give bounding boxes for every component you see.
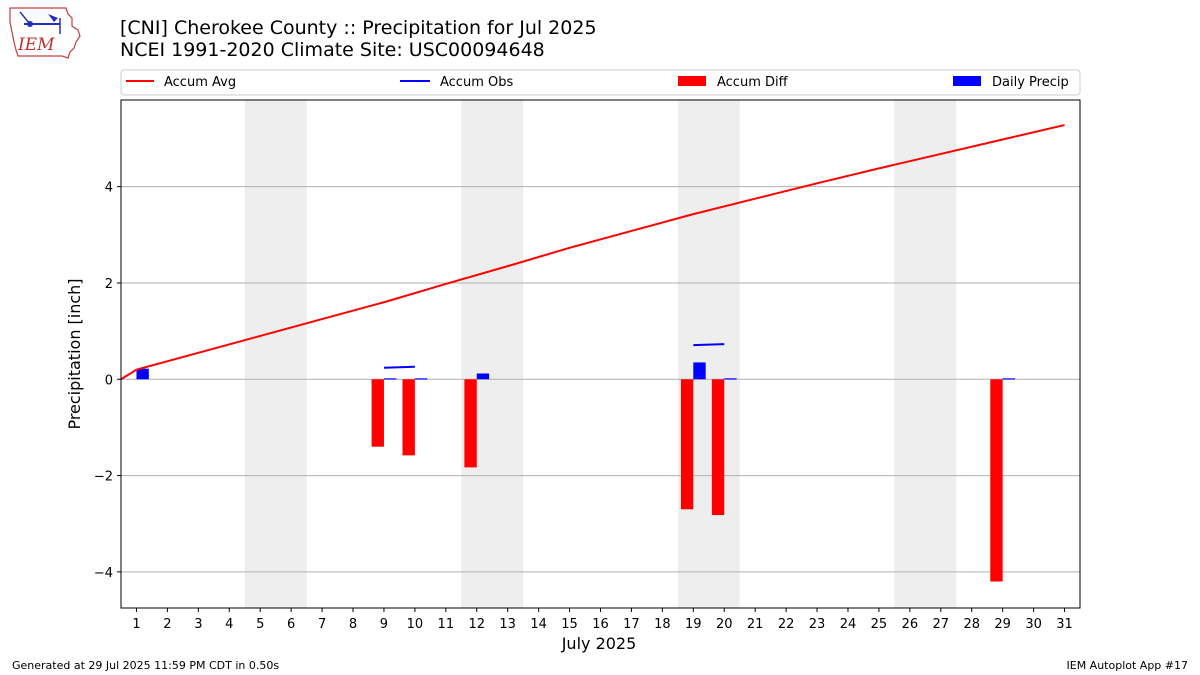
accum-obs-line (693, 343, 725, 347)
y-axis-label: Precipitation [inch] (65, 278, 84, 429)
x-tick-label: 21 (747, 617, 764, 632)
x-tick-label: 3 (194, 617, 202, 632)
logo-text: IEM (17, 35, 55, 55)
x-tick-label: 9 (380, 617, 388, 632)
legend-swatch-accum-diff (678, 76, 706, 86)
weekend-band-1 (244, 100, 307, 608)
x-tick-label: 25 (871, 617, 888, 632)
weekend-band-4 (894, 100, 957, 608)
accum-diff-bar (680, 379, 694, 510)
x-tick-label: 16 (592, 617, 609, 632)
daily-precip-bar (136, 368, 149, 380)
accum-diff-bar (990, 379, 1003, 582)
x-tick-label: 1 (132, 617, 140, 632)
x-tick-label: 27 (933, 617, 950, 632)
x-tick-label: 15 (561, 617, 578, 632)
title-line-2: NCEI 1991-2020 Climate Site: USC00094648 (120, 39, 545, 61)
daily-precip-bar (724, 378, 737, 380)
accum-diff-bar (711, 379, 725, 516)
y-tick-label: −4 (94, 566, 113, 581)
x-tick-label: 24 (840, 617, 857, 632)
x-tick-label: 6 (287, 617, 295, 632)
title-line-1: [CNI] Cherokee County :: Precipitation f… (120, 17, 597, 39)
daily-precip-bar (414, 378, 428, 380)
x-tick-label: 26 (902, 617, 919, 632)
legend-label-daily-precip: Daily Precip (992, 75, 1069, 90)
chart-title: [CNI] Cherokee County :: Precipitation f… (120, 17, 597, 61)
weekend-band-2 (461, 100, 524, 608)
y-tick-label: 4 (105, 181, 113, 196)
daily-precip-bar (383, 378, 397, 380)
x-tick-label: 4 (225, 617, 233, 632)
legend-label-accum-diff: Accum Diff (717, 75, 789, 90)
x-axis-label: July 2025 (561, 634, 637, 653)
x-tick-label: 23 (809, 617, 826, 632)
weekend-band-3 (677, 100, 740, 608)
iem-logo: IEM (9, 7, 81, 59)
x-tick-label: 31 (1056, 617, 1073, 632)
x-tick-label: 18 (654, 617, 671, 632)
accum-diff-bar (402, 379, 415, 456)
accum-avg-line (120, 124, 1065, 381)
x-tick-label: 28 (963, 617, 980, 632)
x-tick-label: 22 (778, 617, 795, 632)
x-tick-label: 17 (623, 617, 640, 632)
x-tick-label: 29 (994, 617, 1011, 632)
daily-precip-bar (693, 362, 706, 380)
x-tick-label: 7 (318, 617, 326, 632)
accum-diff-bar (464, 379, 477, 468)
generated-timestamp: Generated at 29 Jul 2025 11:59 PM CDT in… (12, 659, 280, 672)
y-tick-label: 0 (105, 373, 113, 388)
x-tick-label: 5 (256, 617, 264, 632)
autoplot-app-id: IEM Autoplot App #17 (1066, 659, 1189, 672)
legend-label-accum-avg: Accum Avg (164, 75, 236, 90)
legend-label-accum-obs: Accum Obs (440, 75, 513, 90)
x-tick-label: 13 (499, 617, 516, 632)
legend-swatch-daily-precip (953, 76, 981, 86)
daily-precip-bar (476, 373, 490, 380)
plot-frame (120, 99, 1081, 609)
x-tick-label: 11 (438, 617, 455, 632)
x-tick-label: 10 (407, 617, 424, 632)
x-tick-label: 14 (530, 617, 547, 632)
accum-obs-line (383, 365, 415, 369)
accum-diff-bar (371, 379, 384, 447)
x-tick-label: 19 (685, 617, 702, 632)
y-tick-label: −2 (94, 470, 113, 485)
y-tick-label: 2 (105, 277, 113, 292)
x-tick-label: 12 (468, 617, 485, 632)
x-tick-label: 8 (349, 617, 357, 632)
daily-precip-bar (1002, 378, 1016, 380)
x-tick-label: 30 (1025, 617, 1042, 632)
legend: Accum Avg Accum Obs Accum Diff Daily Pre… (120, 69, 1081, 96)
x-tick-label: 2 (163, 617, 171, 632)
x-tick-label: 20 (716, 617, 733, 632)
